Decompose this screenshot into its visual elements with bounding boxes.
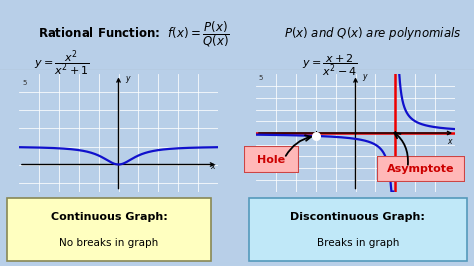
Text: $y = \dfrac{x^2}{x^2 + 1}$: $y = \dfrac{x^2}{x^2 + 1}$: [34, 49, 90, 78]
Text: x: x: [210, 162, 215, 171]
Text: Continuous Graph:: Continuous Graph:: [51, 212, 167, 222]
Text: Asymptote: Asymptote: [387, 164, 455, 174]
Text: 5: 5: [259, 75, 264, 81]
Text: Hole: Hole: [257, 155, 285, 165]
Text: Rational Function:  $f(x) = \dfrac{P(x)}{Q(x)}$: Rational Function: $f(x) = \dfrac{P(x)}{…: [38, 19, 230, 49]
Text: y: y: [363, 72, 367, 81]
Text: $P(x)$ and $Q(x)$ are polynomials: $P(x)$ and $Q(x)$ are polynomials: [284, 25, 462, 42]
FancyBboxPatch shape: [7, 198, 211, 261]
Text: y: y: [126, 74, 130, 83]
Text: Breaks in graph: Breaks in graph: [317, 238, 399, 248]
FancyBboxPatch shape: [244, 146, 299, 173]
FancyBboxPatch shape: [377, 156, 465, 182]
Text: Discontinuous Graph:: Discontinuous Graph:: [291, 212, 425, 222]
Text: 5: 5: [23, 80, 27, 86]
Text: $y = \dfrac{x + 2}{x^2 - 4}$: $y = \dfrac{x + 2}{x^2 - 4}$: [301, 53, 357, 78]
Text: x: x: [447, 136, 452, 146]
Text: No breaks in graph: No breaks in graph: [59, 238, 159, 248]
FancyBboxPatch shape: [249, 198, 467, 261]
